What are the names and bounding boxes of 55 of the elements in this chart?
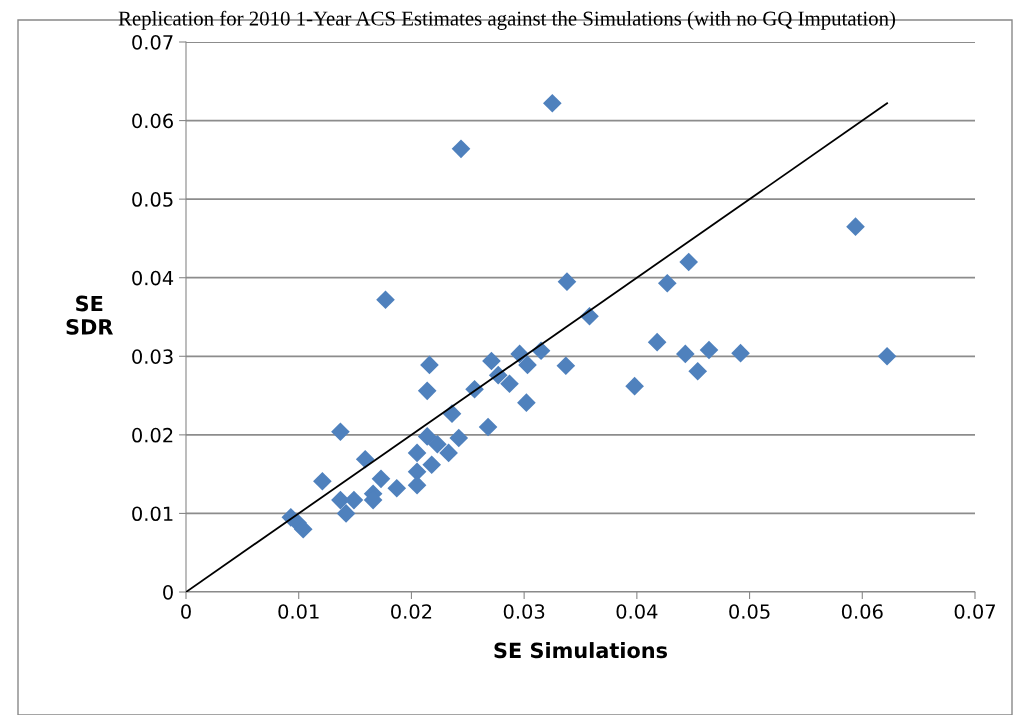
point bbox=[731, 343, 750, 363]
point bbox=[679, 252, 699, 272]
point bbox=[625, 376, 644, 396]
point bbox=[877, 346, 897, 366]
point bbox=[439, 443, 458, 463]
point bbox=[407, 475, 427, 495]
y-tick-label: 0.04 bbox=[132, 270, 174, 286]
y-tick-label: 0.07 bbox=[132, 34, 173, 50]
point bbox=[449, 428, 469, 448]
point bbox=[482, 351, 501, 371]
y-axis-title: SE SDR bbox=[66, 295, 113, 335]
x-tick-label: 0.07 bbox=[954, 604, 995, 619]
x-tick-label: 0 bbox=[181, 604, 191, 619]
point bbox=[428, 434, 447, 454]
x-tick-label: 0.04 bbox=[616, 604, 658, 619]
point bbox=[451, 139, 471, 159]
point bbox=[556, 356, 576, 376]
x-axis-title: SE Simulations bbox=[494, 642, 668, 659]
y-tick-label: 0 bbox=[163, 584, 173, 600]
point bbox=[676, 344, 695, 364]
point bbox=[407, 443, 427, 463]
point bbox=[846, 217, 865, 236]
x-tick-label: 0.01 bbox=[278, 604, 319, 619]
chart-title: Replication for 2010 1-Year ACS Estimates against the Simulations (with no GQ Imputation) bbox=[118, 10, 896, 30]
point bbox=[557, 272, 577, 291]
point bbox=[657, 273, 677, 293]
point bbox=[417, 381, 437, 401]
point bbox=[517, 393, 536, 412]
point bbox=[420, 355, 439, 375]
point bbox=[313, 471, 332, 491]
y-tick-label: 0.03 bbox=[132, 349, 173, 364]
point bbox=[688, 361, 708, 381]
point bbox=[387, 478, 407, 498]
point bbox=[376, 290, 395, 310]
x-tick-label: 0.05 bbox=[729, 604, 770, 619]
point bbox=[331, 422, 350, 442]
point bbox=[647, 332, 667, 352]
x-tick-label: 0.03 bbox=[503, 604, 545, 619]
point bbox=[344, 490, 364, 510]
y-tick-label: 0.05 bbox=[132, 192, 173, 207]
y-tick-label: 0.02 bbox=[132, 427, 173, 443]
y-tick-label: 0.01 bbox=[132, 506, 173, 522]
point bbox=[417, 427, 437, 446]
point bbox=[371, 469, 391, 489]
x-tick-label: 0.02 bbox=[391, 604, 432, 619]
x-tick-label: 0.06 bbox=[841, 604, 883, 619]
point bbox=[293, 519, 313, 539]
point bbox=[478, 417, 498, 437]
point bbox=[699, 340, 719, 360]
y-tick-label: 0.06 bbox=[132, 113, 173, 129]
point bbox=[500, 374, 519, 394]
point bbox=[336, 504, 356, 523]
point bbox=[422, 455, 442, 475]
point bbox=[518, 355, 537, 375]
point bbox=[543, 93, 562, 113]
